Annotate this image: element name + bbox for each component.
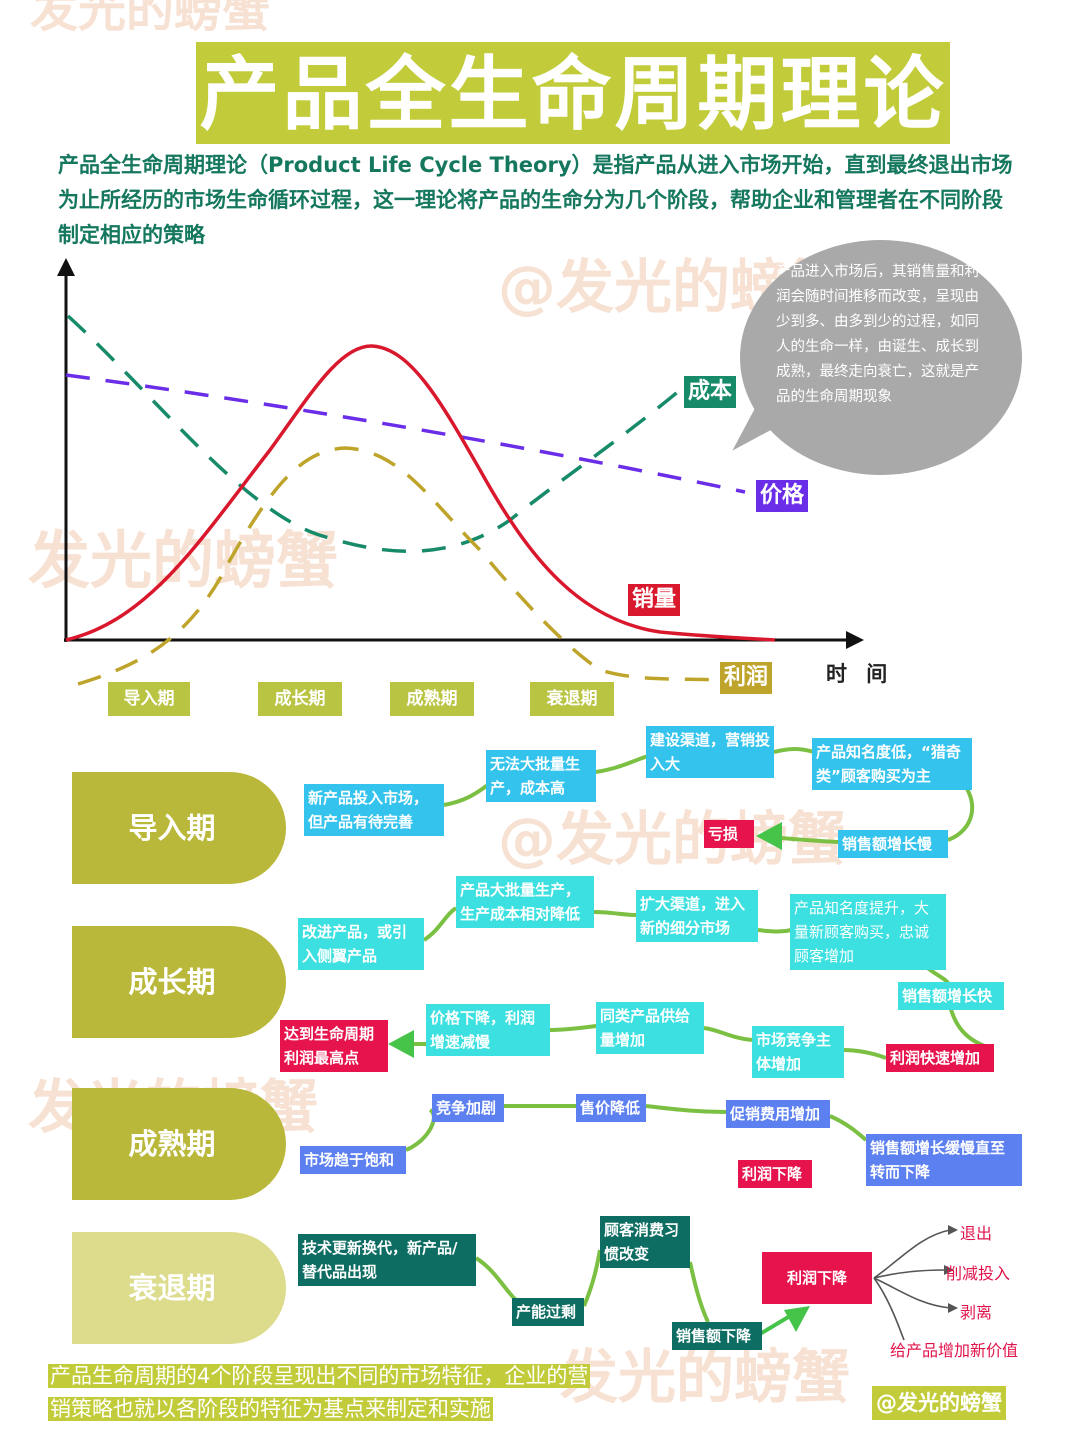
speech-bubble-text: 产品进入市场后，其销售量和利润会随时间推移而改变，呈现由少到多、由多到少的过程，… xyxy=(776,264,979,405)
flow-connectors xyxy=(388,747,991,1341)
x-axis-label: 时 间 xyxy=(826,662,894,686)
decline-option-exit: 退出 xyxy=(960,1224,993,1243)
label-sales: 销量 xyxy=(628,584,681,616)
price-curve xyxy=(65,373,746,494)
page-title: 产品全生命周期理论 xyxy=(199,48,947,141)
intro-box-4: 产品知名度低，“猎奇类”顾客购买为主 xyxy=(812,738,972,790)
arrow-to-profit-down-icon xyxy=(784,1306,810,1332)
cost-curve xyxy=(66,314,682,553)
stage-tag-growth: 成长期 xyxy=(258,682,342,716)
mature-box-4: 促销费用增加 xyxy=(726,1100,830,1128)
decline-option-divest: 剥离 xyxy=(960,1303,993,1322)
mature-box-1: 市场趋于饱和 xyxy=(300,1146,406,1174)
author-handle: @发光的螃蟹 xyxy=(872,1386,1006,1420)
decline-option-add-value: 给产品增加新价值 xyxy=(890,1341,1019,1360)
intro-box-1: 新产品投入市场，但产品有待完善 xyxy=(304,784,444,836)
decline-box-1: 技术更新换代，新产品/替代品出现 xyxy=(298,1234,476,1286)
footer-line-1: 产品生命周期的4个阶段呈现出不同的市场特征，企业的营 xyxy=(48,1364,591,1388)
mature-box-3: 售价降低 xyxy=(576,1094,646,1122)
footer-summary: 产品生命周期的4个阶段呈现出不同的市场特征，企业的营 销策略也就以各阶段的特征为… xyxy=(48,1360,638,1426)
growth-box-peak: 达到生命周期利润最高点 xyxy=(280,1020,388,1072)
x-axis-arrow-icon xyxy=(846,631,864,649)
stage-tag-decline: 衰退期 xyxy=(530,682,614,716)
y-axis-arrow-icon xyxy=(57,258,75,276)
growth-box-1: 改进产品，或引入侧翼产品 xyxy=(298,918,424,970)
speech-bubble xyxy=(740,240,1022,475)
intro-box-loss: 亏损 xyxy=(704,820,754,848)
growth-box-8: 同类产品供给量增加 xyxy=(596,1002,704,1054)
mature-box-2: 竞争加剧 xyxy=(432,1094,504,1122)
watermark-top: 发光的螃蟹 xyxy=(30,0,271,38)
growth-box-4: 产品知名度提升，大量新顾客购买，忠诚顾客增加 xyxy=(790,894,946,970)
title-banner xyxy=(196,42,950,144)
growth-box-6: 利润快速增加 xyxy=(886,1044,994,1072)
arrow-to-loss-icon xyxy=(756,822,782,850)
intro-paragraph: 产品全生命周期理论（Product Life Cycle Theory）是指产品… xyxy=(58,153,1013,247)
label-cost: 成本 xyxy=(684,376,737,408)
decline-box-4: 销售额下降 xyxy=(672,1322,762,1350)
stage-tag-mature: 成熟期 xyxy=(390,682,474,716)
decline-option-reduce: 削减投入 xyxy=(946,1264,1011,1283)
intro-box-5: 销售额增长慢 xyxy=(838,830,948,858)
decline-box-profit-down: 利润下降 xyxy=(762,1252,872,1304)
arrow-to-peak-icon xyxy=(388,1030,414,1058)
growth-box-7: 市场竞争主体增加 xyxy=(752,1026,844,1078)
decline-box-3: 顾客消费习惯改变 xyxy=(600,1216,690,1268)
intro-box-2: 无法大批量生产，成本高 xyxy=(486,750,596,802)
watermark-bottom: 发光的螃蟹 xyxy=(560,1343,851,1411)
stage-decline-pill: 衰退期 xyxy=(72,1232,286,1344)
label-price: 价格 xyxy=(756,480,809,512)
mature-box-5: 销售额增长缓慢直至转而下降 xyxy=(866,1134,1022,1186)
stage-mature-pill: 成熟期 xyxy=(72,1088,286,1200)
sales-curve xyxy=(65,344,776,642)
intro-box-3: 建设渠道，营销投入大 xyxy=(646,726,774,778)
footer-line-2: 销策略也就以各阶段的特征为基点来制定和实施 xyxy=(48,1397,493,1421)
growth-box-5: 销售额增长快 xyxy=(898,982,1004,1010)
growth-box-2: 产品大批量生产，生产成本相对降低 xyxy=(456,876,594,928)
decline-box-2: 产能过剩 xyxy=(512,1298,584,1326)
stage-tag-intro: 导入期 xyxy=(108,682,190,716)
lifecycle-chart xyxy=(57,258,864,686)
mature-box-profit-drop: 利润下降 xyxy=(738,1160,812,1188)
stage-growth-pill: 成长期 xyxy=(72,926,286,1038)
growth-box-9: 价格下降，利润增速减慢 xyxy=(426,1004,550,1056)
stage-intro-pill: 导入期 xyxy=(72,772,286,884)
profit-curve xyxy=(77,446,721,686)
growth-box-3: 扩大渠道，进入新的细分市场 xyxy=(636,890,758,942)
label-profit: 利润 xyxy=(720,662,773,694)
